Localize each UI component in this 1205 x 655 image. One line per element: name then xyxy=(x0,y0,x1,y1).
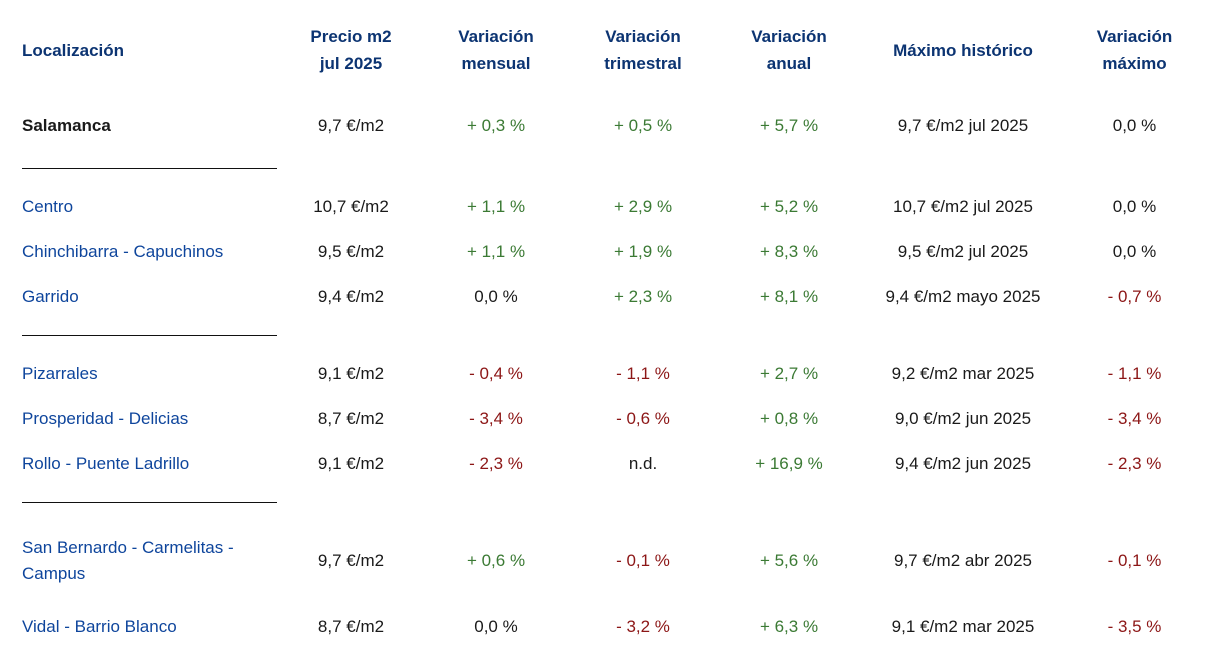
quarterly-variation-cell: + 2,3 % xyxy=(613,286,673,306)
location-link-chinchibarra-capuchinos[interactable]: Chinchibarra - Capuchinos xyxy=(22,241,224,261)
location-link-vidal-barrio-blanco[interactable]: Vidal - Barrio Blanco xyxy=(22,617,177,636)
price-cell: 9,4 €/m2 xyxy=(317,286,385,306)
section-divider-row xyxy=(22,486,1205,518)
historic-max-cell: 10,7 €/m2 jul 2025 xyxy=(893,196,1033,216)
location-link-garrido[interactable]: Garrido xyxy=(22,286,79,306)
location-link-san-bernardo-carmelitas-campus[interactable]: San Bernardo - Carmelitas - Campus xyxy=(22,538,234,583)
location-link-centro[interactable]: Centro xyxy=(22,196,74,216)
price-cell: 9,5 €/m2 xyxy=(317,241,385,261)
monthly-variation-cell: + 1,1 % xyxy=(466,196,526,216)
max-variation-cell: 0,0 % xyxy=(1112,241,1157,261)
section-divider-row xyxy=(22,319,1205,351)
historic-max-cell: 9,0 €/m2 jun 2025 xyxy=(894,408,1032,428)
monthly-variation-cell: - 0,4 % xyxy=(469,363,523,383)
annual-variation-cell: + 5,7 % xyxy=(759,116,819,135)
column-header-variacion-anual: Variación anual xyxy=(751,27,827,73)
price-cell: 8,7 €/m2 xyxy=(317,617,385,636)
column-header-maximo-historico: Máximo histórico xyxy=(893,40,1033,60)
monthly-variation-cell: + 0,6 % xyxy=(466,551,526,570)
historic-max-cell: 9,7 €/m2 abr 2025 xyxy=(894,551,1032,570)
table-row-salamanca: Salamanca 9,7 €/m2 + 0,3 % + 0,5 % + 5,7… xyxy=(22,100,1205,152)
price-cell: 9,1 €/m2 xyxy=(317,363,385,383)
monthly-variation-cell: - 3,4 % xyxy=(469,408,523,428)
location-link-pizarrales[interactable]: Pizarrales xyxy=(22,363,98,383)
max-variation-cell: - 0,7 % xyxy=(1107,286,1162,306)
location-link-prosperidad-delicias[interactable]: Prosperidad - Delicias xyxy=(22,408,189,428)
table-row-centro: Centro 10,7 €/m2 + 1,1 % + 2,9 % + 5,2 %… xyxy=(22,184,1205,229)
quarterly-variation-cell: - 3,2 % xyxy=(616,617,670,636)
section-divider xyxy=(22,167,277,169)
quarterly-variation-cell: n.d. xyxy=(628,453,658,473)
column-header-variacion-trimestral: Variación trimestral xyxy=(604,27,682,73)
annual-variation-cell: + 2,7 % xyxy=(759,363,819,383)
historic-max-cell: 9,2 €/m2 mar 2025 xyxy=(891,363,1035,383)
monthly-variation-cell: - 2,3 % xyxy=(469,453,523,473)
historic-max-cell: 9,4 €/m2 mayo 2025 xyxy=(885,286,1041,306)
max-variation-cell: 0,0 % xyxy=(1112,196,1157,216)
quarterly-variation-cell: - 0,6 % xyxy=(616,408,670,428)
location-label: Salamanca xyxy=(22,116,111,135)
column-header-precio-m2: Precio m2 jul 2025 xyxy=(310,27,392,73)
max-variation-cell: - 1,1 % xyxy=(1107,363,1162,383)
annual-variation-cell: + 16,9 % xyxy=(755,453,823,473)
price-cell: 9,1 €/m2 xyxy=(317,453,385,473)
table-row-pizarrales: Pizarrales 9,1 €/m2 - 0,4 % - 1,1 % + 2,… xyxy=(22,351,1205,396)
price-table: Localización Precio m2 jul 2025 Variació… xyxy=(22,0,1205,650)
column-header-localizacion: Localización xyxy=(22,0,280,100)
monthly-variation-cell: + 0,3 % xyxy=(466,116,526,135)
section-divider-row xyxy=(22,152,1205,184)
max-variation-cell: 0,0 % xyxy=(1112,116,1157,135)
table-row-rollo-puente-ladrillo: Rollo - Puente Ladrillo 9,1 €/m2 - 2,3 %… xyxy=(22,441,1205,486)
annual-variation-cell: + 5,6 % xyxy=(759,551,819,570)
price-cell: 9,7 €/m2 xyxy=(317,116,385,135)
price-cell: 8,7 €/m2 xyxy=(317,408,385,428)
historic-max-cell: 9,7 €/m2 jul 2025 xyxy=(897,116,1029,135)
annual-variation-cell: + 0,8 % xyxy=(759,408,819,428)
historic-max-cell: 9,5 €/m2 jul 2025 xyxy=(897,241,1029,261)
table-row-san-bernardo-carmelitas-campus: San Bernardo - Carmelitas - Campus 9,7 €… xyxy=(22,518,1205,604)
monthly-variation-cell: 0,0 % xyxy=(474,286,518,306)
annual-variation-cell: + 8,3 % xyxy=(759,241,819,261)
historic-max-cell: 9,4 €/m2 jun 2025 xyxy=(894,453,1032,473)
max-variation-cell: - 3,4 % xyxy=(1107,408,1162,428)
quarterly-variation-cell: + 2,9 % xyxy=(613,196,673,216)
annual-variation-cell: + 5,2 % xyxy=(759,196,819,216)
section-divider xyxy=(22,501,277,503)
quarterly-variation-cell: + 1,9 % xyxy=(613,241,673,261)
quarterly-variation-cell: - 0,1 % xyxy=(616,551,670,570)
table-row-chinchibarra-capuchinos: Chinchibarra - Capuchinos 9,5 €/m2 + 1,1… xyxy=(22,229,1205,274)
monthly-variation-cell: 0,0 % xyxy=(474,617,518,636)
monthly-variation-cell: + 1,1 % xyxy=(466,241,526,261)
header-line: Localización xyxy=(22,40,125,60)
historic-max-cell: 9,1 €/m2 mar 2025 xyxy=(891,617,1035,636)
table-row-vidal-barrio-blanco: Vidal - Barrio Blanco 8,7 €/m2 0,0 % - 3… xyxy=(22,604,1205,650)
column-header-variacion-mensual: Variación mensual xyxy=(458,27,534,73)
quarterly-variation-cell: - 1,1 % xyxy=(616,363,670,383)
column-header-variacion-maximo: Variación máximo xyxy=(1096,27,1173,73)
table-row-garrido: Garrido 9,4 €/m2 0,0 % + 2,3 % + 8,1 % 9… xyxy=(22,274,1205,319)
quarterly-variation-cell: + 0,5 % xyxy=(613,116,673,135)
annual-variation-cell: + 8,1 % xyxy=(759,286,819,306)
header-row: Localización Precio m2 jul 2025 Variació… xyxy=(22,0,1205,100)
max-variation-cell: - 3,5 % xyxy=(1107,617,1162,636)
price-cell: 10,7 €/m2 xyxy=(313,196,389,216)
price-cell: 9,7 €/m2 xyxy=(317,551,385,570)
location-link-rollo-puente-ladrillo[interactable]: Rollo - Puente Ladrillo xyxy=(22,453,190,473)
annual-variation-cell: + 6,3 % xyxy=(759,617,819,636)
table-row-prosperidad-delicias: Prosperidad - Delicias 8,7 €/m2 - 3,4 % … xyxy=(22,396,1205,441)
max-variation-cell: - 2,3 % xyxy=(1107,453,1162,473)
max-variation-cell: - 0,1 % xyxy=(1107,551,1162,570)
section-divider xyxy=(22,334,277,336)
